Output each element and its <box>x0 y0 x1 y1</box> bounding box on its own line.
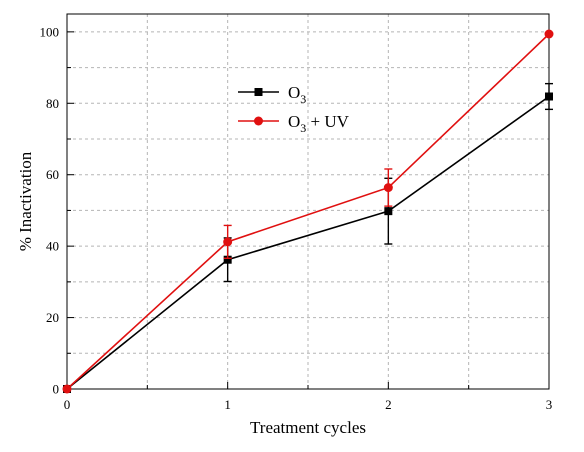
legend-item-1: O3 <box>238 83 306 106</box>
data-point <box>384 207 393 216</box>
series-line <box>66 95 550 390</box>
x-axis-title: Treatment cycles <box>250 418 366 437</box>
series-2 <box>62 29 554 394</box>
legend-label-subscript: 3 <box>300 92 306 106</box>
legend-item-2: O3 + UV <box>238 112 350 135</box>
y-tick-label: 0 <box>53 382 60 397</box>
y-tick-label: 100 <box>40 24 60 39</box>
legend-marker <box>254 116 263 126</box>
legend-label: O3 + UV <box>288 112 350 135</box>
x-tick-label: 3 <box>546 397 553 412</box>
data-point <box>545 92 553 101</box>
legend-label-subscript: 3 <box>300 121 306 135</box>
axis-ticks: 0 1 2 3 0 20 40 60 80 100 <box>40 24 553 412</box>
y-tick-label: 80 <box>46 96 59 111</box>
data-point <box>223 237 233 247</box>
legend-label: O3 <box>288 83 306 106</box>
x-tick-label: 1 <box>224 397 231 412</box>
x-tick-label: 2 <box>385 397 392 412</box>
series-line <box>66 33 550 390</box>
legend-label-main: O <box>288 112 300 131</box>
series-group <box>62 29 554 394</box>
legend-label-suffix: + UV <box>306 112 349 131</box>
data-point <box>544 29 554 39</box>
legend-label-main: O <box>288 83 300 102</box>
data-point <box>62 384 72 394</box>
x-tick-label: 0 <box>64 397 71 412</box>
grid <box>67 14 549 389</box>
data-point <box>223 255 232 264</box>
data-point <box>383 183 393 193</box>
y-axis-title: % Inactivation <box>16 151 35 251</box>
y-tick-label: 40 <box>46 239 59 254</box>
legend-marker <box>254 88 263 96</box>
y-tick-label: 20 <box>46 310 59 325</box>
y-tick-label: 60 <box>46 167 59 182</box>
